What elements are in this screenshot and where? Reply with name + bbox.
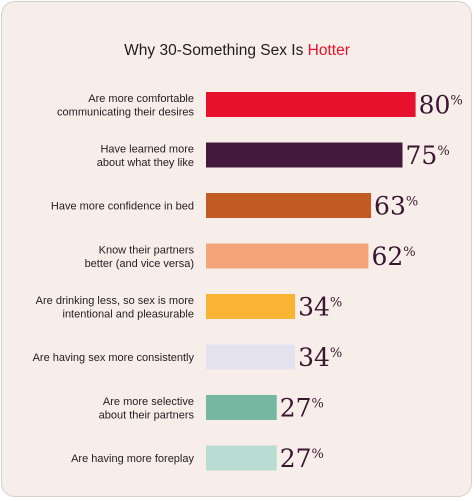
category-label: Are more selective about their partners — [99, 396, 195, 422]
category-label: Are drinking less, so sex is more intenti… — [36, 295, 194, 321]
bars-layer: Are more comfortable communicating their … — [33, 91, 463, 474]
category-label: Have learned more about what they like — [97, 143, 194, 169]
value-label: 27% — [280, 394, 324, 423]
category-label: Have more confidence in bed — [51, 201, 194, 213]
value-label: 27% — [280, 444, 324, 473]
category-label-line: Know their partners — [99, 244, 195, 256]
value-percent-sign: % — [312, 447, 324, 462]
value-number: 63 — [374, 192, 406, 221]
value-percent-sign: % — [406, 195, 418, 210]
category-label: Are more comfortable communicating their … — [57, 93, 194, 119]
category-label-line: about what they like — [97, 157, 194, 169]
bar — [206, 193, 372, 218]
chart-title-accent: Hotter — [308, 42, 350, 59]
value-percent-sign: % — [330, 296, 342, 311]
bar-row: Have more confidence in bed 63% — [51, 192, 418, 221]
value-number: 27 — [280, 394, 312, 423]
bar-row: Are having more foreplay 27% — [71, 444, 324, 473]
value-percent-sign: % — [330, 346, 342, 361]
value-label: 80% — [419, 91, 463, 120]
value-label: 63% — [374, 192, 418, 221]
value-label: 34% — [298, 343, 342, 372]
category-label-line: Are having more foreplay — [71, 453, 194, 465]
chart-title-main: Why 30-Something Sex Is — [124, 42, 308, 59]
bar-row: Are having sex more consistently 34% — [33, 343, 343, 372]
category-label: Know their partners better (and vice vers… — [85, 244, 195, 270]
value-percent-sign: % — [403, 245, 415, 260]
value-percent-sign: % — [437, 144, 449, 159]
value-label: 62% — [371, 242, 415, 271]
category-label-line: communicating their desires — [57, 106, 194, 118]
category-label: Are having more foreplay — [71, 453, 194, 465]
category-label-line: intentional and pleasurable — [63, 308, 195, 320]
category-label-line: Are having sex more consistently — [33, 352, 195, 364]
category-label-line: Are more selective — [103, 396, 194, 408]
bar-row: Are drinking less, so sex is more intenti… — [36, 293, 343, 322]
category-label-line: Have learned more — [100, 143, 194, 155]
bar-row: Know their partners better (and vice vers… — [85, 242, 416, 271]
value-number: 27 — [280, 444, 312, 473]
value-number: 80 — [419, 91, 451, 120]
value-percent-sign: % — [312, 397, 324, 412]
value-label: 75% — [406, 141, 450, 170]
bar — [206, 445, 277, 471]
value-percent-sign: % — [450, 94, 462, 109]
category-label: Are having sex more consistently — [33, 352, 195, 364]
bar — [206, 92, 416, 117]
bar — [206, 294, 296, 319]
value-number: 34 — [298, 343, 330, 372]
value-number: 62 — [371, 242, 403, 271]
category-label-line: better (and vice versa) — [85, 258, 194, 270]
value-number: 34 — [298, 293, 330, 322]
bar — [206, 395, 277, 420]
bar — [206, 344, 296, 370]
bar-row: Are more selective about their partners 27… — [99, 394, 324, 423]
category-label-line: Have more confidence in bed — [51, 201, 194, 213]
category-label-line: Are more comfortable — [88, 93, 194, 105]
value-number: 75 — [406, 141, 438, 170]
bar — [206, 142, 403, 168]
bar-row: Have learned more about what they like 75% — [97, 141, 450, 170]
bar — [206, 243, 369, 269]
category-label-line: Are drinking less, so sex is more — [36, 295, 194, 307]
value-label: 34% — [298, 293, 342, 322]
category-label-line: about their partners — [99, 409, 195, 421]
bar-row: Are more comfortable communicating their … — [57, 91, 463, 120]
chart-title: Why 30-Something Sex Is Hotter — [124, 42, 350, 59]
